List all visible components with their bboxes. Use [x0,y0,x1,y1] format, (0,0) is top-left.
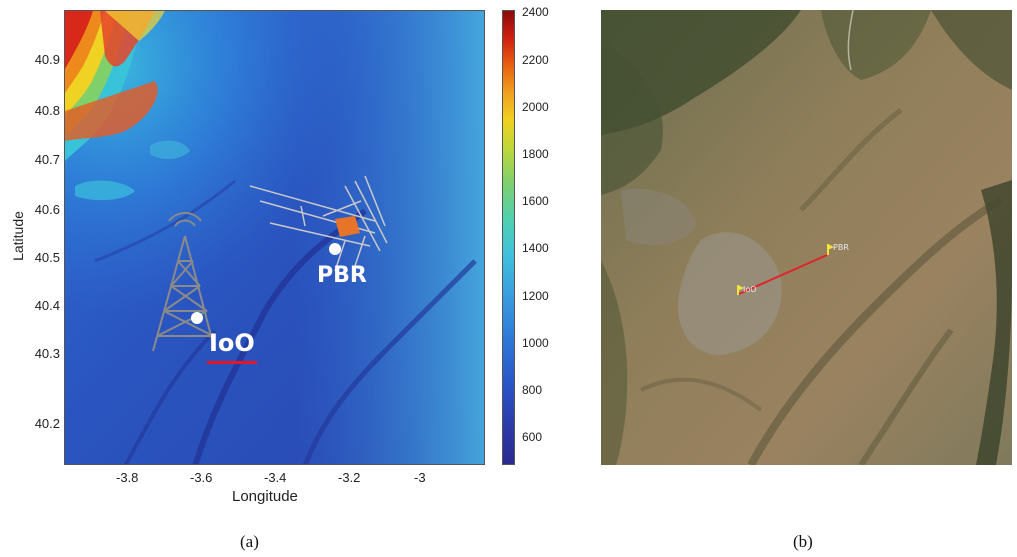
ioo-site-marker [191,312,203,324]
pbr-label: PBR [317,263,367,288]
colorbar-tick: 2200 [522,53,549,67]
x-tick: -3.6 [190,470,213,485]
y-axis-ticks: 40.9 40.8 40.7 40.6 40.5 40.4 40.3 40.2 [20,0,60,470]
y-tick: 40.4 [34,298,60,313]
ioo-pin-icon [737,285,744,295]
y-tick: 40.8 [34,103,60,118]
colorbar-tick: 1800 [522,147,549,161]
ioo-underline [207,361,257,364]
y-tick: 40.6 [34,202,60,217]
elevation-map-canvas [65,11,484,464]
satellite-image: IoO PBR [601,10,1012,465]
colorbar-tick: 1600 [522,194,549,208]
elevation-map: PBR IoO [64,10,485,465]
x-tick: -3.2 [338,470,361,485]
y-tick: 40.7 [34,152,60,167]
colorbar-tick: 800 [522,383,543,397]
ioo-label: IoO [209,329,255,357]
y-tick: 40.2 [34,416,60,431]
y-tick: 40.3 [34,346,60,361]
x-axis-label: Longitude [232,488,298,505]
receiver-unit-icon [335,216,360,237]
ioo-pbr-link [738,254,828,295]
colorbar-tick: 1200 [522,289,549,303]
pbr-site-marker [329,243,341,255]
x-tick: -3 [414,470,426,485]
ioo-pin-label: IoO [743,285,757,294]
colorbar-tick: 1400 [522,241,549,255]
colorbar-tick: 600 [522,430,543,444]
y-tick: 40.5 [34,250,60,265]
x-tick: -3.8 [116,470,139,485]
x-axis-ticks: -3.8 -3.6 -3.4 -3.2 -3 [0,470,500,490]
elevation-colorbar [502,10,515,465]
colorbar-tick: 2000 [522,100,549,114]
colorbar-tick: 2400 [522,5,549,19]
x-tick: -3.4 [264,470,287,485]
colorbar-tick: 1000 [522,336,549,350]
y-tick: 40.9 [34,52,60,67]
caption-b: (b) [793,532,813,551]
satellite-image-canvas: IoO PBR [601,10,1012,465]
pbr-pin-icon [827,244,834,255]
caption-a: (a) [240,532,259,551]
pbr-pin-label: PBR [833,243,849,252]
